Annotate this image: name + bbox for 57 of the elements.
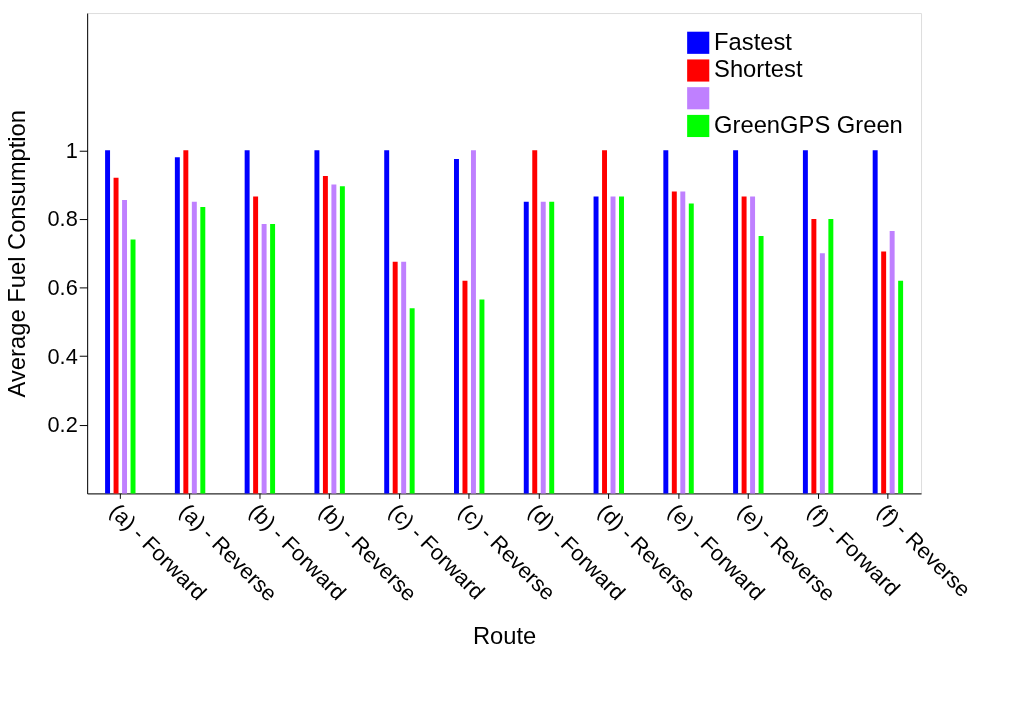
y-tick-label: 0.6	[47, 274, 78, 300]
bar	[898, 280, 904, 494]
bar	[409, 308, 415, 494]
bar	[733, 150, 739, 494]
bar	[322, 176, 328, 494]
bar	[680, 191, 686, 494]
bar	[479, 299, 485, 494]
bar	[593, 196, 599, 494]
bar	[688, 203, 694, 494]
y-tick-label: 1	[65, 137, 78, 163]
bar	[200, 206, 206, 494]
bar	[270, 224, 276, 494]
y-tick-label: 0.4	[47, 343, 78, 369]
bar	[663, 150, 669, 494]
bar	[758, 236, 764, 494]
y-axis-title: Average Fuel Consumption	[2, 110, 30, 398]
bar	[741, 196, 747, 494]
bar	[244, 150, 250, 494]
bar	[881, 251, 887, 494]
bar	[462, 280, 468, 494]
y-tick-label: 0.2	[47, 412, 78, 438]
bar	[253, 196, 259, 494]
bar	[191, 201, 197, 494]
bar	[811, 218, 817, 494]
bar	[314, 150, 320, 494]
bar	[523, 201, 529, 494]
bar	[392, 261, 398, 494]
bar	[602, 150, 608, 494]
bar	[454, 158, 459, 494]
bar	[532, 150, 538, 494]
bar	[872, 150, 878, 494]
bar	[122, 200, 128, 494]
y-tick-label: 0.8	[47, 206, 78, 232]
bar	[470, 150, 476, 494]
bar	[401, 261, 407, 494]
bar	[671, 191, 677, 494]
bar	[549, 201, 555, 494]
bar	[619, 196, 624, 494]
bar	[540, 201, 546, 494]
bar	[384, 150, 390, 494]
x-axis-title: Route	[472, 622, 537, 650]
legend-label: Shortest	[714, 55, 803, 83]
bar	[819, 253, 825, 494]
bar	[174, 157, 180, 494]
bar	[261, 224, 267, 494]
bar	[105, 150, 111, 494]
bar	[331, 184, 337, 494]
legend-label: GreenGPS Green	[714, 110, 903, 138]
bar	[802, 150, 808, 494]
legend-label: Fastest	[714, 27, 793, 55]
bar	[113, 177, 119, 494]
bar	[183, 150, 189, 494]
bar	[750, 196, 756, 494]
bar	[130, 239, 136, 494]
bar	[339, 186, 345, 494]
bar	[889, 230, 895, 494]
bar	[828, 218, 834, 494]
